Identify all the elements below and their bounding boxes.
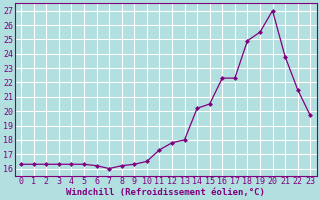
X-axis label: Windchill (Refroidissement éolien,°C): Windchill (Refroidissement éolien,°C): [66, 188, 265, 197]
